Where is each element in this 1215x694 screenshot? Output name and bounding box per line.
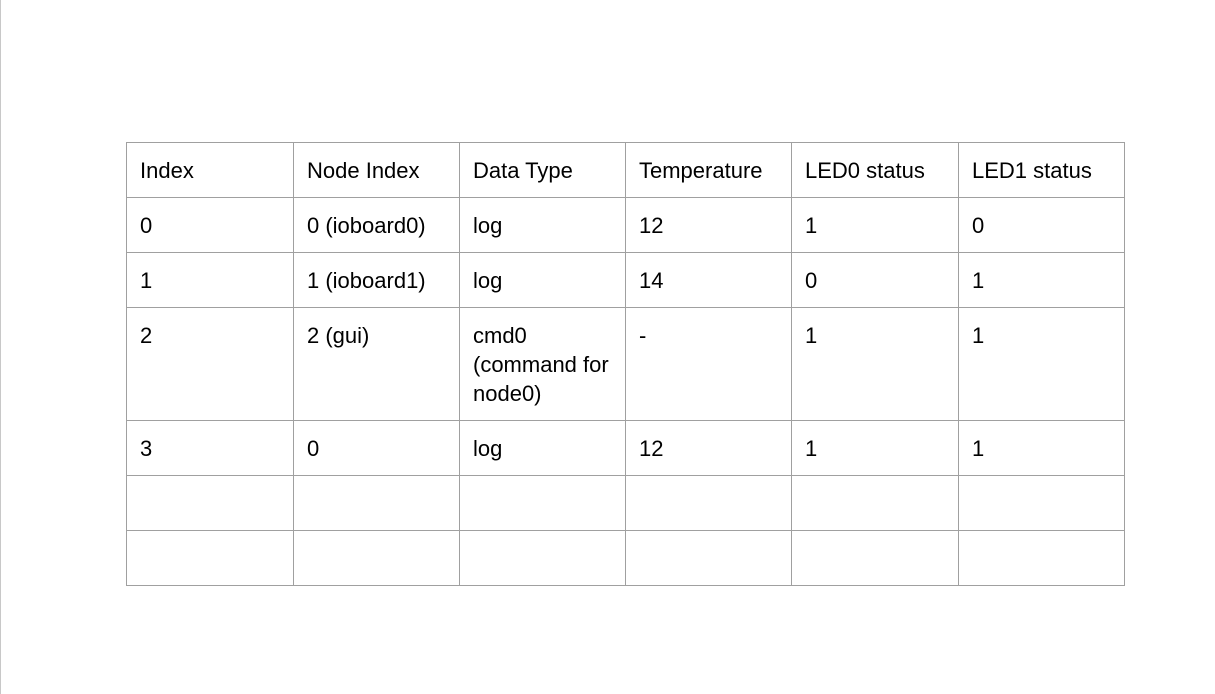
table-row: 3 0 log 12 1 1 — [126, 420, 1125, 476]
table-cell[interactable]: 1 — [958, 307, 1125, 421]
table-cell[interactable]: 0 — [791, 252, 959, 308]
table-cell[interactable]: 12 — [625, 197, 792, 253]
header-cell[interactable]: Node Index — [293, 142, 460, 198]
table-cell[interactable]: 1 — [791, 307, 959, 421]
header-cell[interactable]: Index — [126, 142, 294, 198]
table-cell[interactable]: 1 — [126, 252, 294, 308]
table-cell[interactable]: 0 (ioboard0) — [293, 197, 460, 253]
table-cell[interactable] — [958, 475, 1125, 531]
table-cell[interactable]: 0 — [958, 197, 1125, 253]
table-cell[interactable]: 3 — [126, 420, 294, 476]
header-cell[interactable]: LED0 status — [791, 142, 959, 198]
table-cell[interactable]: 1 — [958, 420, 1125, 476]
table-cell[interactable] — [625, 530, 792, 586]
table-cell[interactable]: 12 — [625, 420, 792, 476]
table-cell[interactable]: - — [625, 307, 792, 421]
table-cell[interactable] — [958, 530, 1125, 586]
table-cell[interactable]: 1 (ioboard1) — [293, 252, 460, 308]
table-cell[interactable]: cmd0 (command for node0) — [459, 307, 626, 421]
table-row — [126, 475, 1125, 531]
table-cell[interactable] — [459, 475, 626, 531]
header-cell[interactable]: Temperature — [625, 142, 792, 198]
table-cell[interactable] — [293, 530, 460, 586]
table-cell[interactable]: log — [459, 420, 626, 476]
table-cell[interactable] — [459, 530, 626, 586]
table-header-row: Index Node Index Data Type Temperature L… — [126, 142, 1125, 198]
table-cell[interactable]: 1 — [958, 252, 1125, 308]
table-cell[interactable] — [625, 475, 792, 531]
table-cell[interactable]: 1 — [791, 197, 959, 253]
table-cell[interactable]: 14 — [625, 252, 792, 308]
table-cell[interactable]: 1 — [791, 420, 959, 476]
table-cell[interactable] — [126, 475, 294, 531]
table-row: 2 2 (gui) cmd0 (command for node0) - 1 1 — [126, 307, 1125, 421]
table-row: 1 1 (ioboard1) log 14 0 1 — [126, 252, 1125, 308]
table-cell[interactable]: 0 — [293, 420, 460, 476]
table-cell[interactable] — [126, 530, 294, 586]
table-cell[interactable]: 2 (gui) — [293, 307, 460, 421]
data-table: Index Node Index Data Type Temperature L… — [126, 142, 1125, 586]
header-cell[interactable]: Data Type — [459, 142, 626, 198]
table-cell[interactable]: log — [459, 252, 626, 308]
table-cell[interactable] — [791, 475, 959, 531]
header-cell[interactable]: LED1 status — [958, 142, 1125, 198]
table-row — [126, 530, 1125, 586]
table-cell[interactable]: log — [459, 197, 626, 253]
table-cell[interactable]: 0 — [126, 197, 294, 253]
table-cell[interactable] — [791, 530, 959, 586]
table-cell[interactable] — [293, 475, 460, 531]
table-row: 0 0 (ioboard0) log 12 1 0 — [126, 197, 1125, 253]
table-cell[interactable]: 2 — [126, 307, 294, 421]
